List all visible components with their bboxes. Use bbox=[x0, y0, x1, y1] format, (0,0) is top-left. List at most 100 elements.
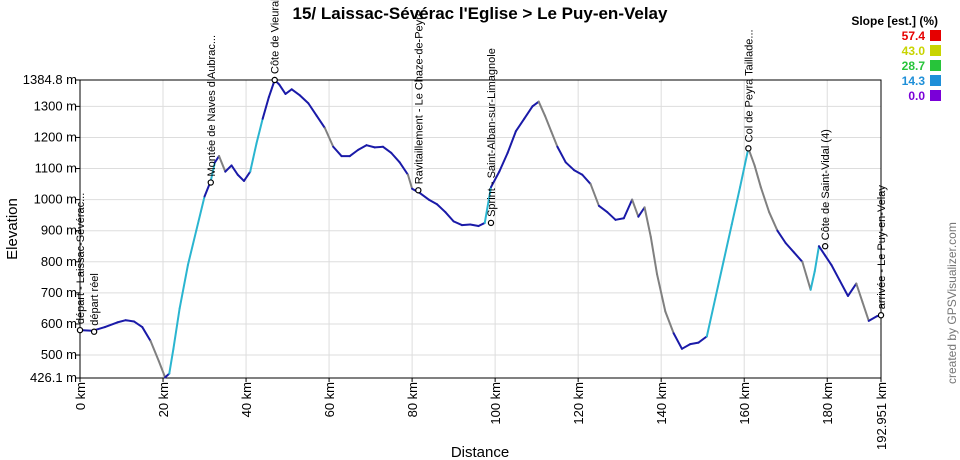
x-tick-label: 140 km bbox=[654, 382, 669, 425]
legend-value: 43.0 bbox=[902, 44, 926, 58]
waypoint-marker bbox=[877, 312, 885, 319]
waypoint-label: Col de Peyra Taillade... bbox=[743, 29, 755, 142]
profile-segment bbox=[809, 270, 816, 291]
waypoint-label: Côte de Saint-Vidal (4) bbox=[820, 129, 832, 240]
profile-segment bbox=[689, 341, 700, 346]
profile-segment bbox=[242, 170, 252, 182]
profile-segment bbox=[649, 235, 659, 276]
profile-segment bbox=[178, 263, 189, 310]
y-tick-label: 900 m bbox=[41, 223, 77, 238]
y-tick-label: 800 m bbox=[41, 254, 77, 269]
profile-segment bbox=[680, 343, 692, 350]
x-tick-label: 40 km bbox=[239, 382, 254, 417]
chart-title: 15/ Laissac-Sévérac l'Eglise > Le Puy-en… bbox=[293, 4, 669, 23]
profile-segment bbox=[817, 245, 827, 257]
profile-segment bbox=[236, 173, 245, 182]
profile-segment bbox=[793, 251, 804, 263]
x-tick-label: 192.951 km bbox=[874, 382, 889, 450]
profile-segment bbox=[365, 144, 376, 149]
profile-segment bbox=[506, 130, 517, 154]
x-tick-label: 120 km bbox=[571, 382, 586, 425]
x-tick-label: 100 km bbox=[488, 382, 503, 425]
waypoint-label: Ravitaillement - Le Chaze-de-Peyre bbox=[413, 10, 425, 184]
profile-segment bbox=[523, 105, 534, 120]
x-axis-ticks: 0 km 20 km 40 km 60 km 80 km 100 km 120 km 140 … bbox=[73, 378, 889, 450]
y-tick-label: 1300 m bbox=[34, 98, 77, 113]
profile-segment bbox=[824, 254, 833, 266]
profile-segment bbox=[622, 198, 634, 220]
x-axis-title: Distance bbox=[451, 444, 509, 460]
profile-segment bbox=[390, 151, 401, 164]
profile-segment bbox=[132, 320, 144, 329]
slope-legend: Slope [est.] (%) 57.443.028.714.30.0 bbox=[851, 14, 941, 103]
waypoint-marker bbox=[487, 219, 495, 227]
legend-swatch bbox=[930, 60, 941, 71]
profile-segment bbox=[830, 263, 841, 282]
profile-segment bbox=[149, 340, 160, 363]
profile-segment bbox=[398, 161, 409, 176]
legend-swatch bbox=[930, 90, 941, 101]
profile-segment bbox=[357, 144, 368, 151]
y-tick-label: 1384.8 m bbox=[23, 72, 77, 87]
waypoint-label: Sprint - Saint-Alban-sur-Limagnole bbox=[486, 48, 498, 217]
profile-segment bbox=[406, 173, 414, 190]
profile-segment bbox=[597, 204, 609, 214]
waypoint-marker bbox=[271, 76, 278, 84]
profile-segment bbox=[332, 145, 343, 158]
profile-segment bbox=[776, 229, 787, 245]
profile-segment bbox=[672, 332, 683, 350]
profile-segment bbox=[168, 347, 175, 375]
profile-segment bbox=[730, 186, 742, 226]
profile-segment bbox=[315, 114, 326, 130]
waypoint-marker bbox=[90, 328, 98, 335]
profile-segment bbox=[564, 161, 576, 172]
profile-segment bbox=[589, 183, 600, 207]
profile-segment bbox=[373, 145, 385, 149]
profile-segment bbox=[614, 217, 625, 221]
x-tick-label: 60 km bbox=[322, 382, 337, 417]
profile-segment bbox=[489, 170, 501, 189]
profile-segment bbox=[581, 173, 592, 186]
profile-segment bbox=[705, 298, 717, 338]
waypoint-marker bbox=[745, 145, 752, 152]
profile-segment bbox=[838, 279, 849, 297]
profile-segment bbox=[801, 260, 812, 291]
profile-segment bbox=[157, 360, 167, 379]
waypoint-marker bbox=[821, 243, 829, 250]
profile-segment bbox=[436, 203, 447, 214]
waypoint-marker bbox=[415, 187, 422, 194]
credit-text: created by GPSVisualizer.com bbox=[945, 222, 959, 384]
profile-segment bbox=[784, 242, 796, 254]
profile-segment bbox=[230, 164, 239, 176]
profile-segment bbox=[606, 211, 617, 221]
profile-segment bbox=[643, 206, 652, 238]
legend-value: 57.4 bbox=[902, 29, 926, 43]
profile-segment bbox=[224, 164, 233, 173]
profile-segment bbox=[514, 117, 526, 133]
y-tick-label: 500 m bbox=[41, 347, 77, 362]
profile-segment bbox=[218, 155, 227, 173]
profile-segment bbox=[637, 206, 646, 218]
profile-segment bbox=[348, 148, 360, 158]
profile-segment bbox=[855, 282, 864, 304]
waypoint-label: Côte de Vieurals bbox=[270, 0, 282, 74]
profile-segment bbox=[186, 229, 198, 266]
y-axis-title: Elevation bbox=[4, 198, 21, 260]
legend-title: Slope [est.] (%) bbox=[851, 14, 938, 28]
profile-segment bbox=[753, 164, 762, 189]
profile-segment bbox=[813, 245, 820, 273]
profile-segment bbox=[768, 211, 779, 232]
profile-segment bbox=[382, 145, 393, 154]
profile-segment bbox=[141, 326, 152, 343]
profile-segment bbox=[103, 321, 119, 329]
legend-value: 14.3 bbox=[902, 74, 926, 88]
x-tick-label: 80 km bbox=[405, 382, 420, 417]
profile-segment bbox=[543, 114, 553, 133]
profile-segment bbox=[537, 100, 546, 117]
profile-segment bbox=[419, 192, 430, 201]
profile-segment bbox=[444, 211, 455, 223]
y-tick-label: 426.1 m bbox=[30, 370, 77, 385]
profile-segment bbox=[867, 315, 879, 322]
profile-segment bbox=[427, 198, 439, 206]
